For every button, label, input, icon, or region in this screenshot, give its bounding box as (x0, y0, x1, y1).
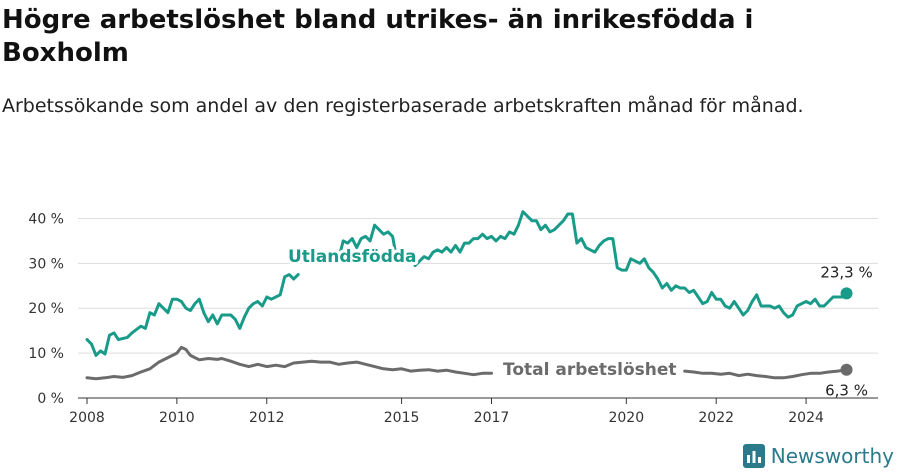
series-end-point-1 (840, 363, 853, 376)
end-value-utlandsfodda: 23,3 % (820, 263, 872, 281)
brand-name: Newsworthy (770, 444, 894, 468)
series (85, 210, 853, 381)
chart-subtitle: Arbetssökande som andel av den registerb… (2, 95, 804, 117)
x-tick-label: 2020 (608, 410, 644, 426)
x-tick-label: 2015 (384, 410, 420, 426)
series-line-0 (413, 210, 848, 319)
x-tick-label: 2010 (159, 410, 195, 426)
series-line-0 (85, 273, 300, 357)
x-tick-label: 2017 (474, 410, 510, 426)
series-end-point-0 (840, 287, 853, 300)
series-label-utlandsfodda: Utlandsfödda (288, 247, 417, 267)
x-tick-label: 2012 (249, 410, 285, 426)
series-label-total: Total arbetslöshet (503, 360, 677, 380)
gridlines (78, 217, 878, 354)
series-label-total-halo: Total arbetslöshet (503, 360, 677, 380)
y-tick-label: 30 % (28, 256, 64, 272)
axes: 0 % 10 % 20 % 30 % 40 % 2008 2010 2012 2015 2017 2… (28, 211, 878, 426)
series-label-utlandsfodda-halo: Utlandsfödda (288, 247, 417, 267)
x-tick-label: 2024 (788, 410, 824, 426)
chart-title: Högre arbetslöshet bland utrikes- än inr… (2, 5, 754, 68)
end-value-total: 6,3 % (825, 382, 868, 400)
newsworthy-logo-icon (742, 444, 765, 468)
series-line-1 (683, 368, 848, 380)
x-tick-label: 2022 (698, 410, 734, 426)
series-line-1 (85, 345, 493, 381)
x-tick-label: 2008 (69, 410, 105, 426)
y-tick-label: 0 % (37, 391, 64, 407)
y-tick-label: 40 % (28, 211, 64, 227)
y-tick-label: 20 % (28, 301, 64, 317)
y-tick-label: 10 % (28, 346, 64, 362)
brand-logo: Newsworthy (742, 444, 894, 468)
series-line-0 (310, 223, 399, 263)
